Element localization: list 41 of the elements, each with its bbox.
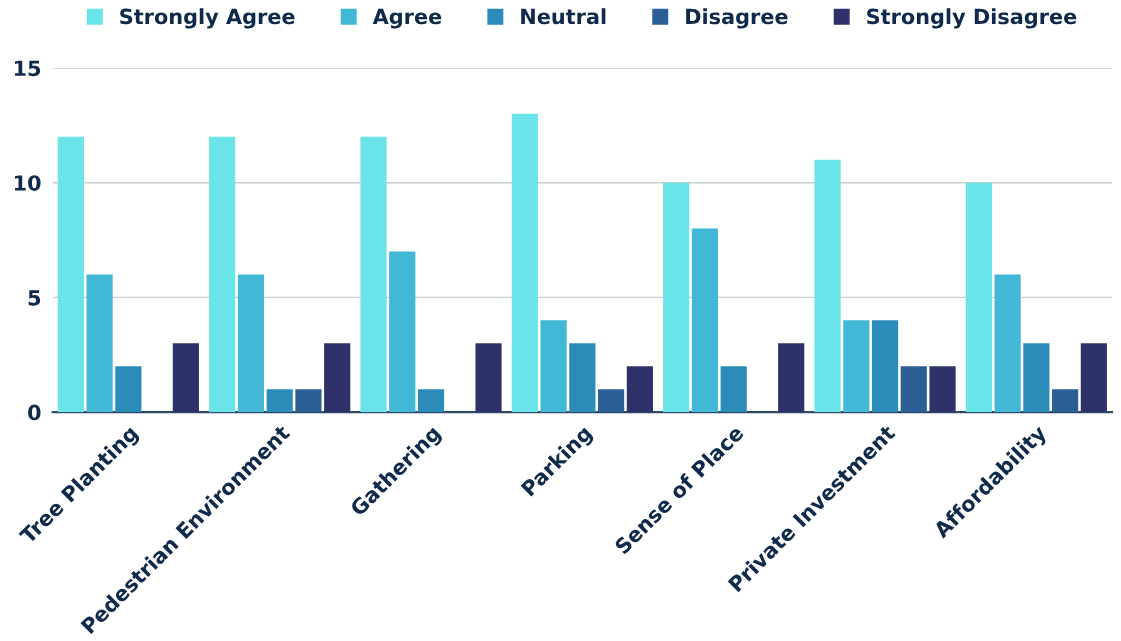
bar [929, 366, 956, 413]
bar [965, 182, 992, 413]
bar [511, 113, 538, 413]
bar [1052, 389, 1079, 413]
bar [814, 159, 841, 413]
bar [86, 274, 113, 413]
bar [1023, 343, 1050, 413]
bar [389, 251, 416, 413]
y-tick-label: 15 [14, 60, 41, 77]
bar [417, 389, 445, 413]
bar [115, 366, 142, 413]
legend-label: Strongly Agree [120, 8, 295, 29]
bar [569, 343, 596, 413]
bar [540, 320, 567, 413]
bar [691, 228, 719, 413]
legend-label: Disagree [686, 8, 788, 29]
bar [626, 366, 653, 413]
bar [900, 366, 927, 413]
bar [209, 136, 236, 413]
y-tick-label: 5 [28, 290, 41, 306]
bar [266, 389, 293, 413]
bar [994, 274, 1021, 413]
bar [475, 343, 502, 413]
legend-label: Strongly Disagree [867, 8, 1077, 29]
legend-label: Agree [372, 8, 442, 29]
bar [843, 320, 870, 413]
bar [663, 182, 690, 413]
legend-label: Neutral [521, 8, 606, 25]
bar [598, 389, 625, 413]
bar [720, 366, 747, 413]
bar [57, 136, 84, 413]
bar [237, 274, 265, 413]
bar [778, 343, 805, 413]
bar [172, 343, 199, 413]
bar [295, 389, 322, 413]
y-tick-label: 0 [28, 404, 41, 421]
bar [1080, 343, 1107, 413]
y-tick-label: 10 [14, 175, 41, 191]
bar [360, 136, 387, 413]
bar [871, 320, 899, 413]
bar [324, 343, 351, 413]
